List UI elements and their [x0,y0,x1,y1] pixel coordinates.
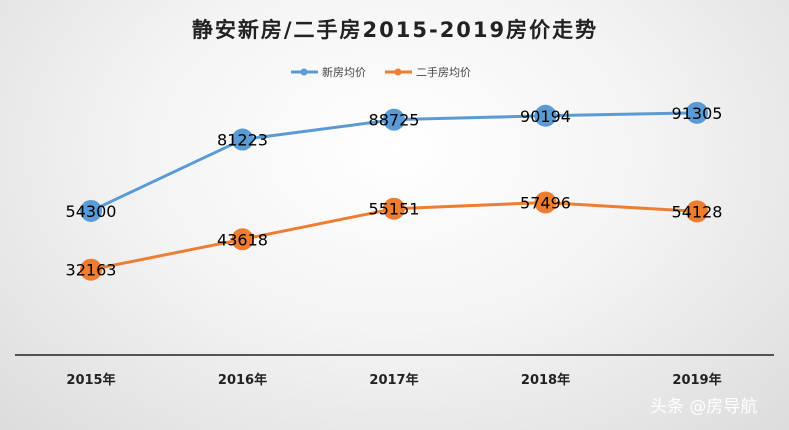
data-label: 57496 [520,193,571,212]
data-point [80,258,102,281]
data-point [534,104,557,127]
data-point [686,101,708,124]
watermark-text: 头条 @房导航 [650,397,757,417]
series-layer: 54300 81223 88725 90194 91305 32163 43618 55151… [66,101,723,281]
legend-marker-new [300,68,308,76]
x-axis-ticks: 2015年 2016年 2017年 2018年 2019年 [66,372,721,388]
data-point [383,108,405,131]
data-label: 91305 [672,104,723,123]
data-label: 55151 [369,200,420,219]
legend: 新房均价 二手房均价 [291,65,471,79]
legend-label-resale: 二手房均价 [416,65,471,79]
data-label: 54300 [66,202,117,221]
data-point [80,199,102,222]
data-label: 81223 [217,131,268,150]
x-tick-label: 2017年 [369,372,418,388]
x-tick-label: 2015年 [66,372,115,388]
data-point [686,200,708,223]
data-label: 90194 [520,107,571,126]
data-label: 32163 [66,261,117,280]
data-point [534,191,557,214]
series-0: 54300 81223 88725 90194 91305 [66,101,723,222]
series-1: 32163 43618 55151 57496 54128 [66,191,723,281]
legend-marker-resale [394,68,402,76]
x-tick-label: 2018年 [521,372,570,388]
data-label: 88725 [369,111,420,130]
data-point [383,197,405,220]
chart-title: 静安新房/二手房2015-2019房价走势 [192,18,598,42]
data-point [231,228,254,251]
data-label: 43618 [217,230,268,249]
x-tick-label: 2019年 [672,372,721,388]
legend-label-new: 新房均价 [322,65,366,79]
data-point [231,128,254,151]
x-tick-label: 2016年 [218,372,267,388]
data-label: 54128 [672,202,723,221]
